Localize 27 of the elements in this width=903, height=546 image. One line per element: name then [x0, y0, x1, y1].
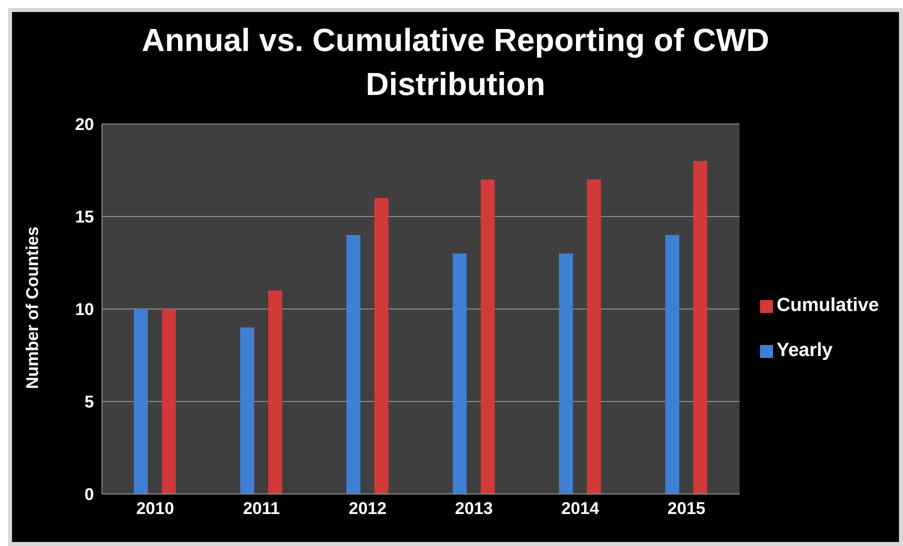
bar	[346, 235, 360, 494]
x-tick-label: 2010	[136, 499, 174, 518]
y-tick-label: 10	[75, 300, 94, 320]
y-tick-label: 15	[75, 208, 94, 227]
bar	[240, 328, 254, 494]
bar	[586, 180, 601, 494]
y-tick-label: 0	[84, 485, 94, 504]
x-tick-label: 2013	[455, 499, 493, 518]
bar	[665, 235, 680, 494]
y-tick-label: 20	[75, 115, 94, 134]
legend-label: Yearly	[776, 340, 833, 361]
y-tick-label: 5	[84, 392, 94, 412]
bar	[452, 254, 467, 494]
legend-label: Cumulative	[776, 295, 879, 316]
x-tick-label: 2012	[348, 499, 387, 518]
bar	[268, 290, 282, 494]
chart-title: Annual vs. Cumulative Reporting of CWD Distribution	[140, 21, 770, 104]
bar	[162, 309, 176, 494]
bar	[134, 309, 148, 494]
bar	[480, 180, 495, 494]
bar	[693, 161, 708, 494]
x-tick-label: 2014	[561, 499, 600, 518]
x-tick-label: 2011	[242, 499, 280, 518]
bar	[558, 254, 573, 494]
bar	[374, 198, 388, 494]
y-axis-title: Number of Counties	[23, 226, 42, 389]
x-tick-label: 2015	[668, 499, 706, 518]
